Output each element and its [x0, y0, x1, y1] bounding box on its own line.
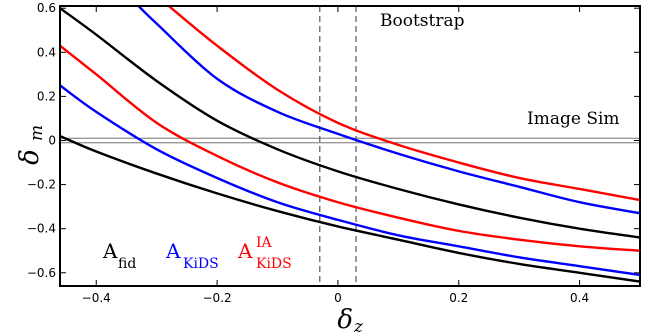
legend-kids-sub: KiDS: [183, 256, 219, 272]
y-tick-label-4: −0.2: [27, 178, 56, 192]
legend-kids-base: A: [165, 239, 181, 263]
y-tick-label-6: −0.6: [27, 266, 56, 280]
x-tick-label-0: −0.4: [82, 291, 111, 305]
x-tick-label-4: 0.4: [570, 291, 589, 305]
series-line-kids-4: [137, 6, 640, 215]
y-tick-label-1: 0.4: [37, 45, 56, 59]
legend-fid-sub: fid: [118, 256, 136, 272]
series-line-fid-3: [60, 7, 640, 239]
series-line-fid-0: [60, 134, 640, 283]
legend-kids-ia-base: A: [237, 239, 253, 263]
legend-fid-base: A: [102, 239, 118, 263]
y-tick-label-5: −0.4: [27, 222, 56, 236]
plot-frame: [59, 5, 641, 287]
bootstrap-annotation: Bootstrap: [380, 11, 465, 31]
series-line-kids-1: [60, 84, 640, 277]
x-tick-label-1: −0.2: [203, 291, 232, 305]
axes-layer: −0.4 −0.2 0 0.2 0.4 0.6 0.4 0.2 0 −0.2 −0.4 −0.6: [27, 1, 641, 305]
series-layer: [60, 6, 640, 283]
y-axis-title-sub: m: [27, 125, 47, 141]
y-axis-title-base: δ: [15, 149, 45, 165]
series-line-kids_ia-5: [167, 6, 640, 202]
x-axis-title-base: δ: [337, 305, 353, 332]
legend: A fid A KiDS A IA KiDS: [102, 235, 292, 272]
y-tick-label-2: 0.2: [37, 89, 56, 103]
y-axis-title: δ: [15, 149, 45, 165]
legend-kids-ia-sup: IA: [256, 235, 273, 251]
y-tick-label-3: 0: [48, 133, 56, 147]
legend-kids-ia-sub: KiDS: [256, 256, 292, 272]
image-sim-annotation: Image Sim: [527, 109, 620, 129]
series-line-kids_ia-2: [60, 44, 640, 252]
x-tick-label-3: 0.2: [449, 291, 468, 305]
x-axis-title-sub: z: [353, 317, 364, 332]
x-tick-label-2: 0: [334, 291, 342, 305]
y-tick-label-0: 0.6: [37, 1, 56, 15]
x-axis-title: δ: [337, 305, 353, 332]
text-layer: Bootstrap Image Sim δ z δ m A fid A KiDS…: [15, 11, 620, 332]
